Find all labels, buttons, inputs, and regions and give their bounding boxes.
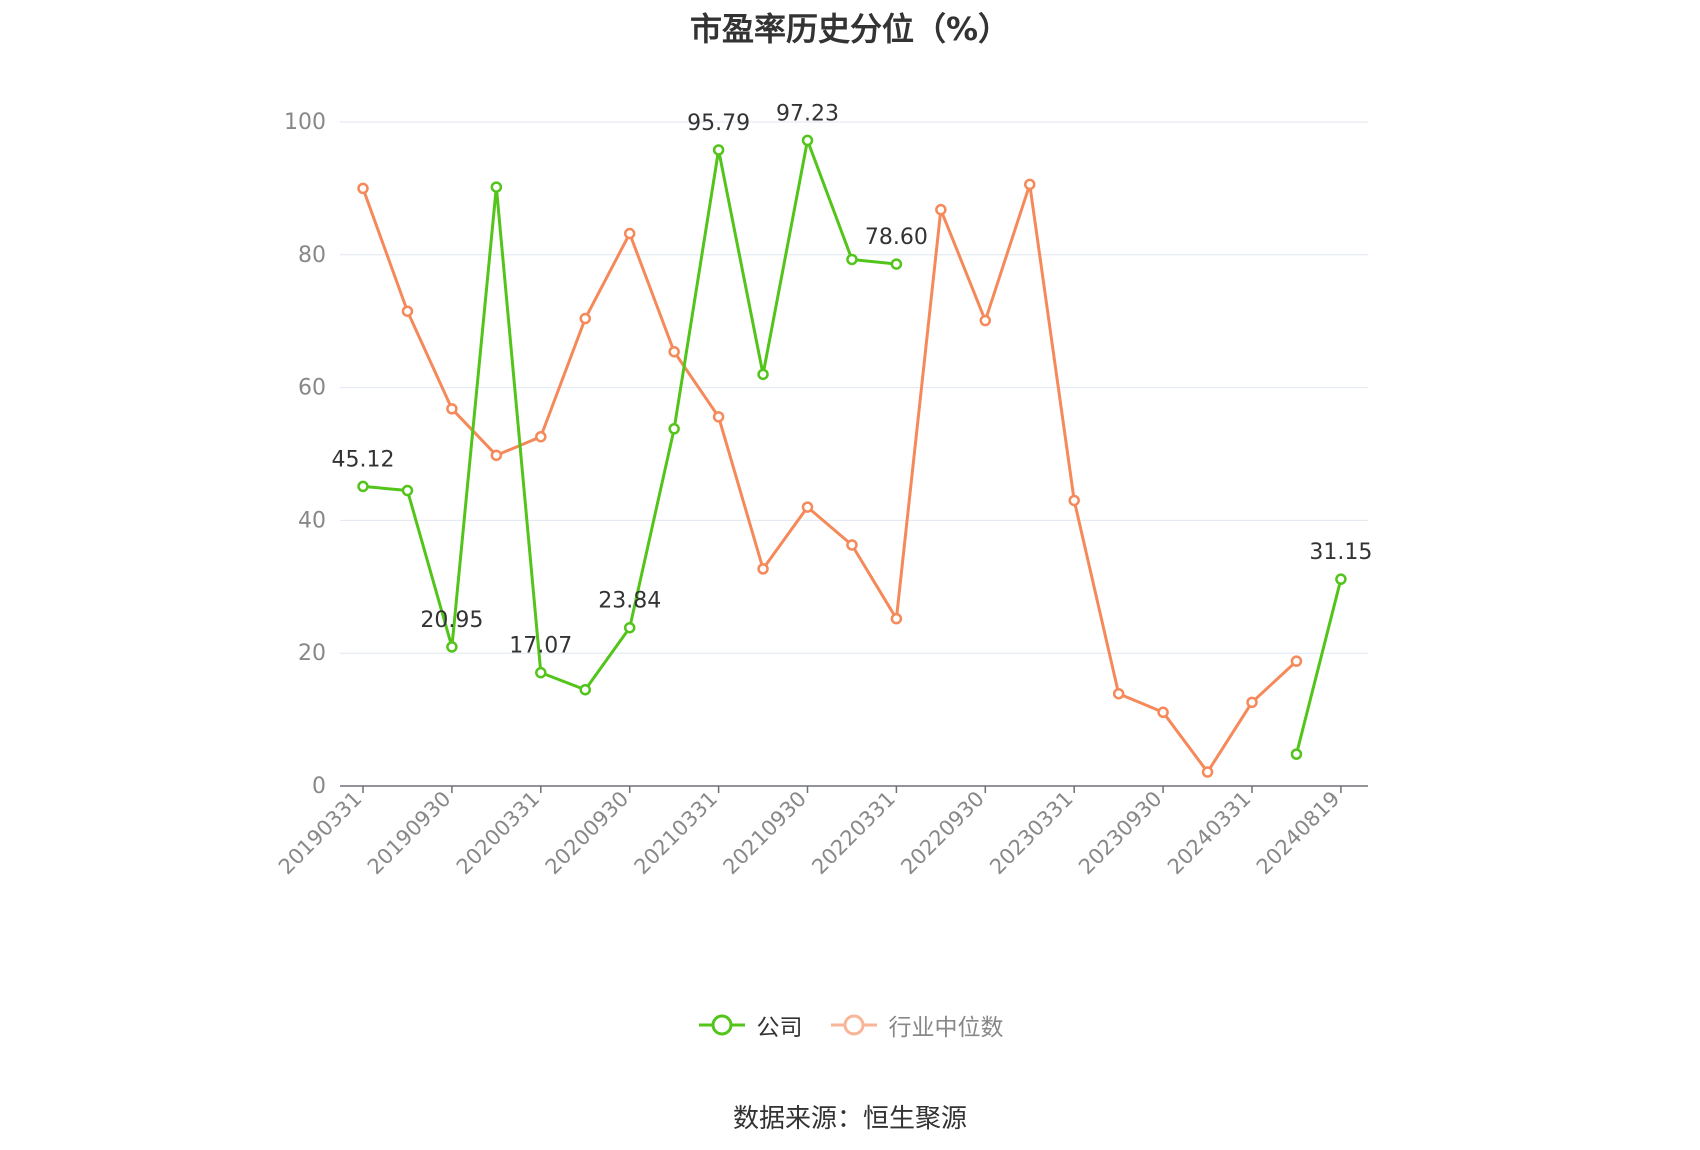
point-industry-20201231 (668, 345, 680, 358)
legend-company-marker-icon (698, 1014, 745, 1036)
x-tick-label-20230331: 20230331 (985, 787, 1078, 880)
point-company-20200630 (579, 683, 591, 696)
x-tick-label-20210930: 20210930 (718, 787, 811, 880)
x-tick-label-20240331: 20240331 (1163, 787, 1256, 880)
x-tick-label-20190331: 20190331 (274, 787, 367, 880)
point-industry-20200630 (579, 312, 591, 325)
point-company-20201231 (668, 423, 680, 435)
x-tick-label-20230930: 20230930 (1074, 787, 1167, 880)
point-industry-20210331 (712, 411, 725, 423)
point-company-20211231 (846, 253, 858, 266)
source-note: 数据来源：恒生聚源 (732, 1104, 967, 1134)
y-tick-label-40: 40 (298, 508, 326, 533)
point-industry-20190630 (401, 305, 414, 317)
point-company-20240630 (1290, 748, 1303, 760)
data-label-company-20210930: 97.23 (776, 101, 839, 126)
legend: 公司 行业中位数 (0, 1008, 1700, 1042)
point-company-20191231 (490, 181, 503, 193)
y-tick-label-80: 80 (298, 243, 326, 268)
point-company-20240819 (1335, 573, 1347, 585)
data-label-company-20190331: 45.12 (332, 447, 395, 472)
y-tick-label-100: 100 (284, 110, 326, 135)
series-line-company-1 (1294, 578, 1343, 755)
legend-company-label: 公司 (756, 1015, 803, 1041)
x-tick-label-20200331: 20200331 (452, 787, 545, 880)
y-tick-label-0: 0 (312, 774, 326, 799)
x-tick-label-20220331: 20220331 (807, 787, 900, 880)
data-label-company-20200930: 23.84 (598, 589, 661, 614)
y-tick-label-20: 20 (298, 641, 326, 666)
point-industry-20211231 (846, 539, 858, 551)
point-industry-20230630 (1112, 687, 1125, 700)
point-industry-20220630 (935, 203, 947, 216)
data-labels: 45.12 20.95 17.07 23.84 95.79 97.23 78.60 31.15 (332, 101, 1373, 658)
point-industry-20240331 (1246, 696, 1258, 709)
data-label-company-20200331: 17.07 (509, 634, 572, 659)
y-tick-label-60: 60 (298, 376, 326, 401)
point-industry-20200331 (535, 430, 547, 443)
point-company-20210630 (757, 368, 769, 381)
x-tick-label-20200930: 20200930 (541, 787, 634, 880)
series-layer (357, 134, 1347, 778)
point-industry-20210630 (757, 563, 769, 575)
point-industry-20220331 (890, 612, 903, 625)
legend-industry-label: 行业中位数 (888, 1015, 1004, 1041)
point-company-20200930 (623, 621, 636, 634)
point-company-20210331 (712, 144, 725, 156)
point-company-20190930 (446, 641, 458, 653)
data-label-company-20220331: 78.60 (865, 225, 928, 250)
data-label-company-20190930: 20.95 (420, 608, 483, 633)
chart-title: 市盈率历史分位（%） (689, 10, 1011, 48)
legend-industry-marker-icon (830, 1014, 877, 1036)
x-tick-label-20190930: 20190930 (363, 787, 456, 880)
point-industry-20191231 (490, 449, 503, 462)
point-company-20210930 (801, 134, 814, 147)
x-tick-label-20220930: 20220930 (896, 787, 989, 880)
point-industry-20230331 (1068, 494, 1080, 507)
axes: 0 20 40 60 80 100 2019033120190930202003312020… (274, 110, 1368, 879)
point-company-20220331 (890, 258, 903, 270)
data-label-company-20240819: 31.15 (1309, 540, 1372, 565)
data-label-company-20210331: 95.79 (687, 111, 750, 136)
legend-item-industry[interactable]: 行业中位数 (829, 1008, 1004, 1042)
point-company-20190630 (401, 484, 414, 497)
point-industry-20240630 (1290, 655, 1303, 667)
point-industry-20210930 (801, 501, 814, 513)
point-industry-20220930 (979, 314, 992, 327)
point-company-20190331 (357, 480, 369, 493)
x-tick-label-20240819: 20240819 (1252, 787, 1345, 880)
point-industry-20190930 (446, 403, 458, 415)
x-tick-label-20210331: 20210331 (630, 787, 723, 880)
point-industry-20221231 (1024, 178, 1036, 191)
point-company-20200331 (535, 666, 547, 679)
point-industry-20231231 (1201, 766, 1214, 778)
legend-item-company[interactable]: 公司 (697, 1008, 803, 1042)
point-industry-20200930 (623, 227, 636, 240)
point-industry-20230930 (1157, 706, 1169, 719)
point-industry-20190331 (357, 182, 369, 195)
